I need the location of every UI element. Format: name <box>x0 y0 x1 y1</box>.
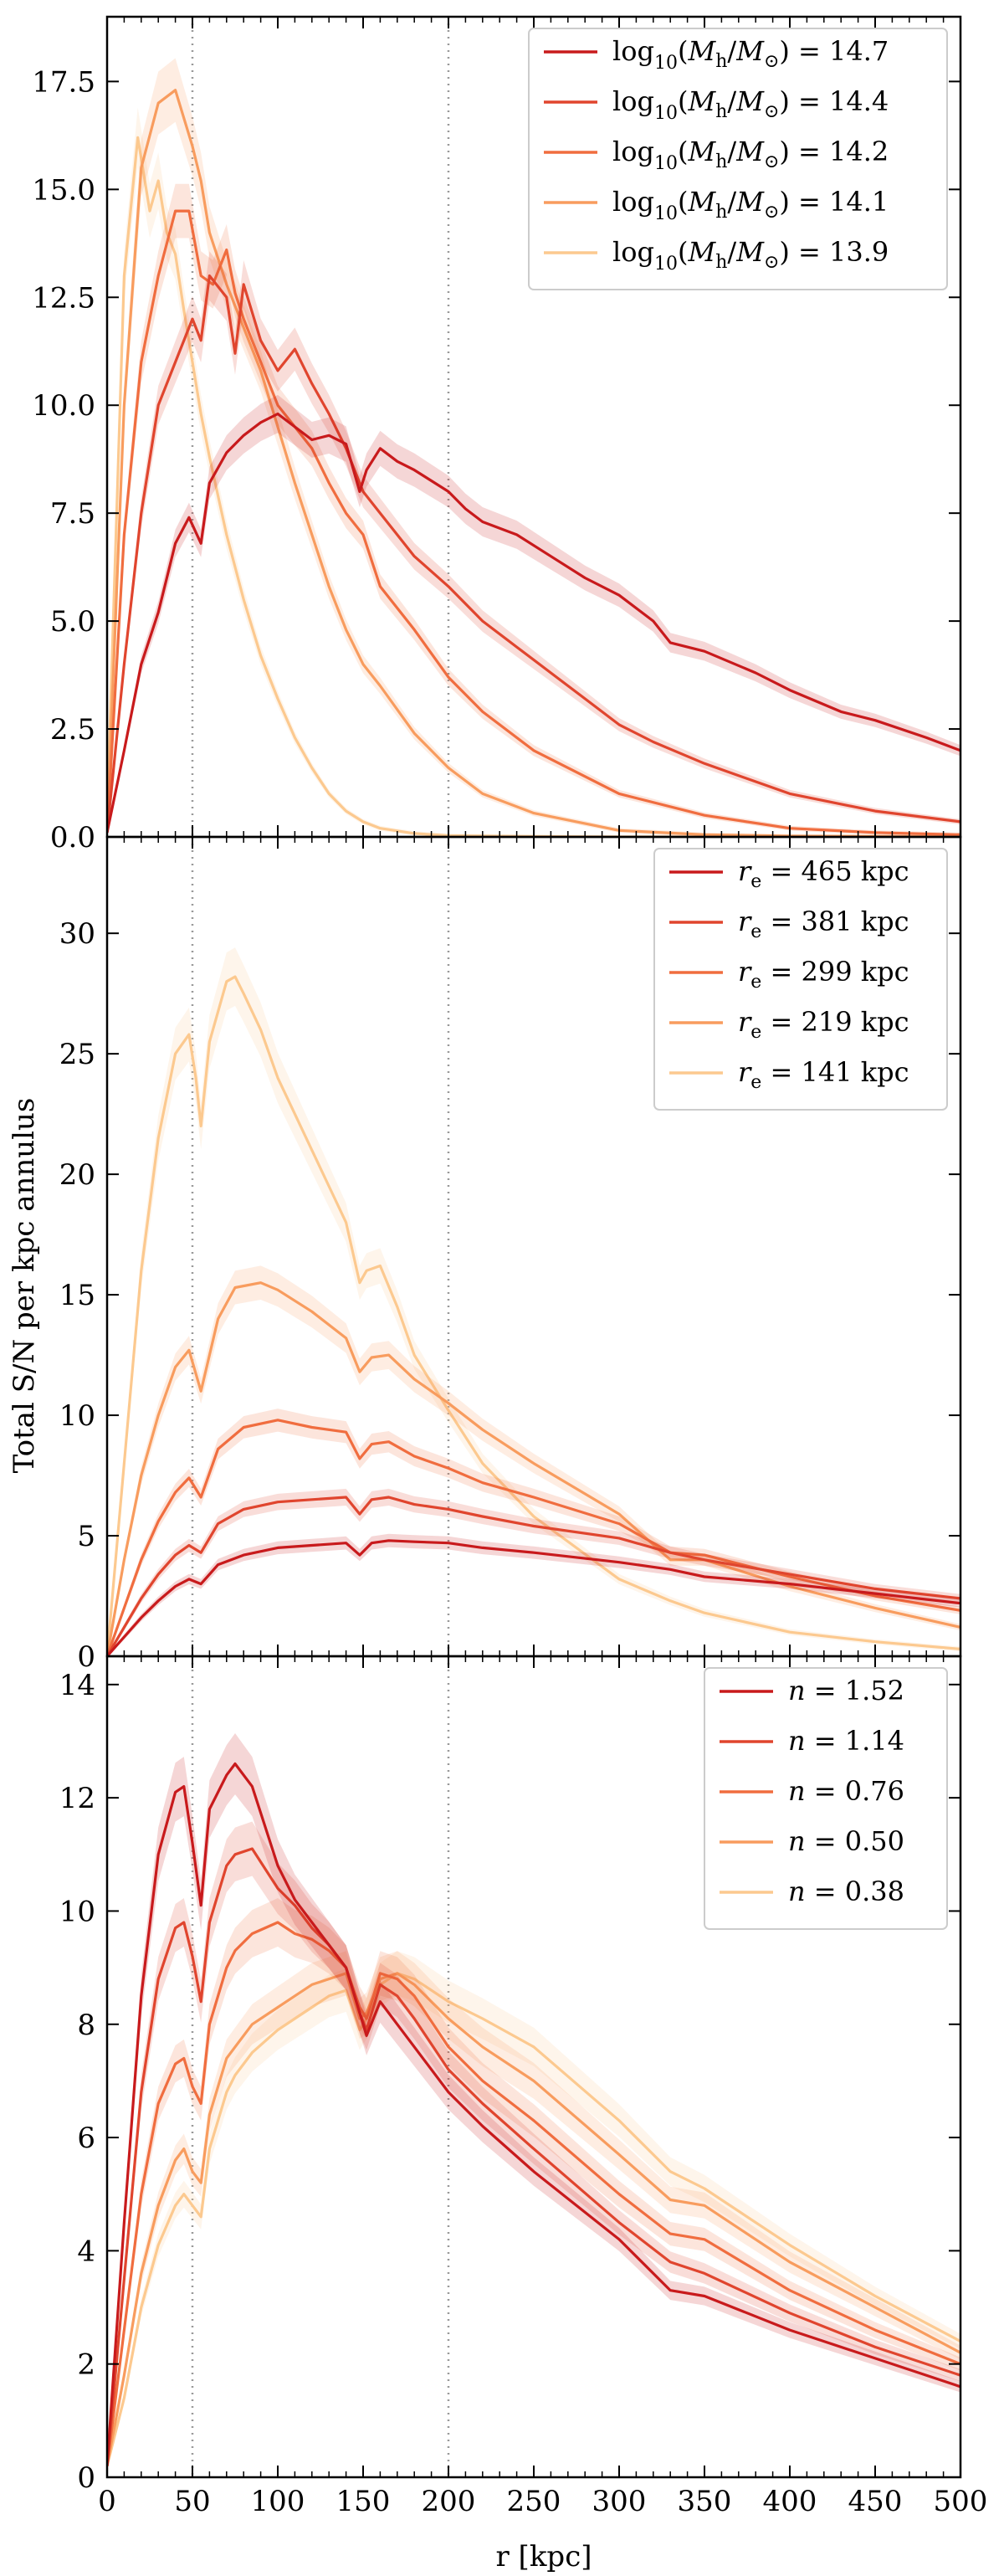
series-band <box>107 58 960 837</box>
legend-box <box>704 1667 948 1930</box>
y-tick-label: 20 <box>59 1158 95 1192</box>
legend-label: log10(Mh/M⊙) = 14.7 <box>612 35 889 74</box>
x-tick-label: 200 <box>422 2485 476 2518</box>
y-tick-label: 5 <box>77 1520 95 1553</box>
y-tick-label: 10 <box>59 1895 95 1928</box>
legend-label: log10(Mh/M⊙) = 14.2 <box>612 136 889 174</box>
series-band <box>107 1265 960 1656</box>
plot-area <box>107 837 960 1656</box>
series-line <box>107 1539 960 1656</box>
y-axis-label: Total S/N per kpc annulus <box>8 1098 41 1474</box>
series-line <box>107 209 960 836</box>
legend-label: n = 1.14 <box>788 1725 904 1757</box>
legend: n = 1.52 n = 1.14 n = 0.76 n = 0.50 n = 0.38 <box>704 1667 948 1930</box>
series-band <box>107 1733 960 2469</box>
legend-label: log10(Mh/M⊙) = 14.4 <box>612 85 889 124</box>
plot-area <box>107 17 960 837</box>
y-tick-label: 14 <box>59 1669 95 1702</box>
series-band <box>107 1951 960 2469</box>
legend-box <box>528 28 948 290</box>
legend-label: re = 381 kpc <box>738 906 909 942</box>
legend-label: re = 465 kpc <box>738 855 909 892</box>
legend-label: n = 1.52 <box>788 1675 904 1706</box>
legend-label: n = 0.38 <box>788 1876 904 1907</box>
y-tick-label: 15 <box>59 1279 95 1312</box>
series-line <box>107 975 960 1656</box>
series-line <box>107 1972 960 2466</box>
legend-label: n = 0.50 <box>788 1825 904 1857</box>
y-tick-label: 0.0 <box>50 821 95 854</box>
series-line <box>107 1496 960 1656</box>
series-line <box>107 412 960 834</box>
series-line <box>107 1281 960 1656</box>
y-tick-label: 12.5 <box>32 281 95 315</box>
panels: 0.0 2.5 5.0 7.5 10.0 12.5 15.0 17.5 log10(Mh/M⊙)… <box>32 15 988 2518</box>
y-tick-label: 10.0 <box>32 389 95 423</box>
y-tick-label: 2 <box>77 2348 95 2382</box>
series-line <box>107 136 960 837</box>
x-axis-label: r [kpc] <box>496 2540 592 2573</box>
x-tick-label: 500 <box>934 2485 988 2518</box>
series-line <box>107 89 960 837</box>
x-tick-label: 400 <box>763 2485 817 2518</box>
legend-label: re = 299 kpc <box>738 956 909 993</box>
x-tick-label: 300 <box>592 2485 647 2518</box>
y-tick-label: 10 <box>59 1399 95 1433</box>
series-band <box>107 1821 960 2469</box>
x-tick-label: 100 <box>251 2485 305 2518</box>
series-line <box>107 1972 960 2466</box>
y-tick-label: 6 <box>77 2122 95 2155</box>
x-tick-label: 350 <box>678 2485 732 2518</box>
x-tick-label: 450 <box>848 2485 903 2518</box>
x-tick-label: 50 <box>174 2485 210 2518</box>
y-tick-label: 0 <box>77 1640 95 1674</box>
y-tick-label: 8 <box>77 2009 95 2042</box>
plot-area <box>107 1656 960 2477</box>
legend: re = 465 kpc re = 381 kpc re = 299 kpc re =… <box>653 848 948 1111</box>
series-band <box>107 1533 960 1656</box>
y-tick-label: 5.0 <box>50 605 95 639</box>
y-tick-label: 2.5 <box>50 713 95 747</box>
y-tick-label: 7.5 <box>50 497 95 531</box>
series-line <box>107 274 960 833</box>
legend-label: re = 141 kpc <box>738 1056 909 1093</box>
y-tick-label: 25 <box>59 1038 95 1071</box>
series-band <box>107 1488 960 1656</box>
y-tick-label: 0 <box>77 2461 95 2495</box>
series-line <box>107 1921 960 2466</box>
x-tick-label: 150 <box>336 2485 391 2518</box>
legend-label: log10(Mh/M⊙) = 14.1 <box>612 186 889 224</box>
y-tick-label: 17.5 <box>32 65 95 99</box>
y-tick-label: 4 <box>77 2235 95 2268</box>
x-tick-label: 0 <box>98 2485 116 2518</box>
series-band <box>107 947 960 1656</box>
y-tick-label: 30 <box>59 917 95 951</box>
legend-label: log10(Mh/M⊙) = 13.9 <box>612 236 889 275</box>
legend-label: re = 219 kpc <box>738 1006 909 1043</box>
legend-label: n = 0.76 <box>788 1775 904 1807</box>
x-tick-label: 250 <box>507 2485 561 2518</box>
series-line <box>107 1762 960 2466</box>
legend: log10(Mh/M⊙) = 14.7 log10(Mh/M⊙) = 14.4 lo… <box>528 28 948 290</box>
chart-panel-bottom: 0 50 100 150 200 250 300 350 400 450 500 0 2 4 6 8 10 12 1… <box>59 1655 988 2518</box>
y-tick-label: 12 <box>59 1782 95 1815</box>
chart-panel-top: 0.0 2.5 5.0 7.5 10.0 12.5 15.0 17.5 log10(Mh/M⊙)… <box>32 15 962 854</box>
series-band <box>107 183 960 837</box>
y-tick-label: 15.0 <box>32 173 95 207</box>
legend-box <box>653 848 948 1111</box>
